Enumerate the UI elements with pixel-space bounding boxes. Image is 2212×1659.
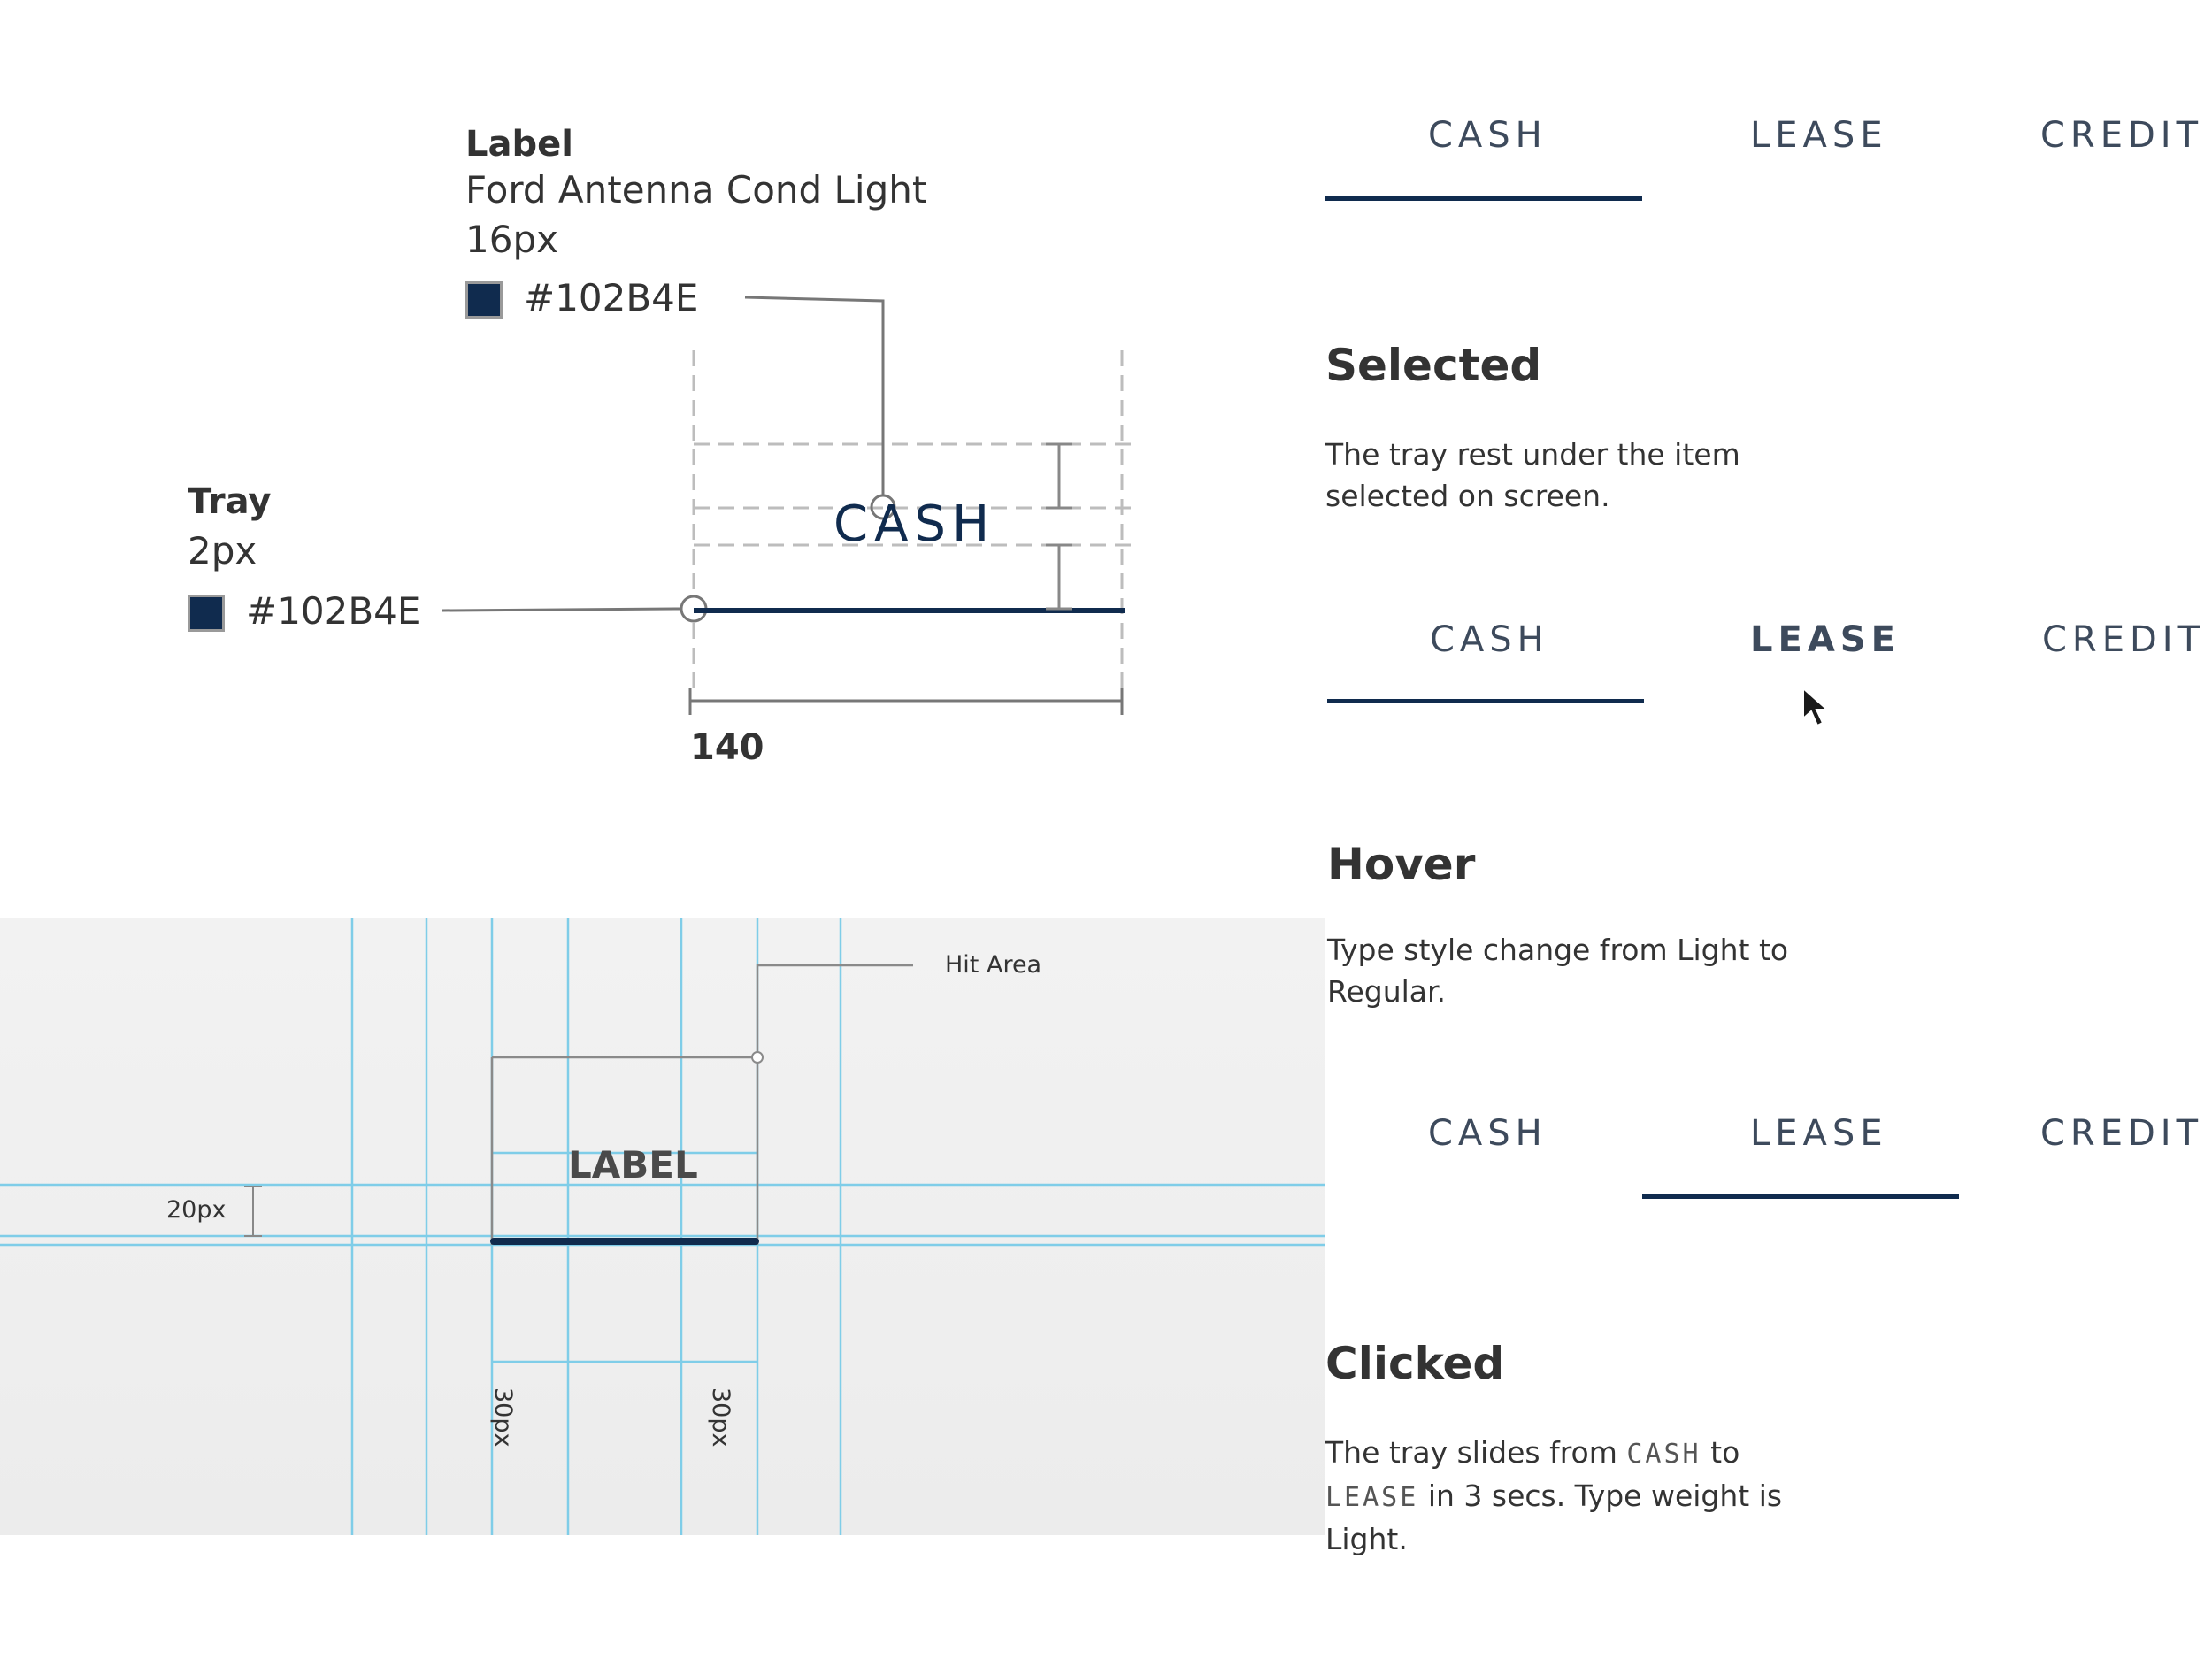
hover-state-title: Hover: [1327, 839, 1476, 890]
clicked-desc-part-1: The tray slides from: [1325, 1435, 1617, 1470]
tab-cash-clicked-example[interactable]: CASH: [1428, 1113, 1548, 1154]
tray-hover-example: [1327, 699, 1644, 703]
clicked-state-desc: The tray slides from CASH to LEASE in 3 …: [1325, 1432, 1821, 1560]
grid-label-text: LABEL: [568, 1143, 698, 1187]
mouse-cursor-icon: [1802, 687, 1830, 727]
tray-spec-title: Tray: [188, 481, 272, 522]
hit-area-box: [490, 964, 913, 1245]
tab-credit-clicked-example[interactable]: CREDIT: [2040, 1113, 2204, 1154]
clicked-state-title: Clicked: [1325, 1338, 1505, 1389]
height-dimension-label: 20px: [166, 1196, 227, 1224]
selected-state-title: Selected: [1325, 340, 1542, 391]
width-dimension-label: 140: [690, 727, 764, 768]
spec-diagram-lines: [442, 296, 1137, 715]
tray-selected-example: [1325, 196, 1642, 201]
hover-state-desc: Type style change from Light to Regular.: [1327, 933, 1789, 1009]
hit-area-anchor-icon: [751, 1051, 764, 1064]
hit-area-grid-panel: [0, 918, 1325, 1535]
spacing-markers: [1046, 442, 1072, 611]
clicked-desc-word-from: CASH: [1626, 1439, 1701, 1470]
dashed-guides: [692, 350, 1137, 690]
tab-cash-hover-example[interactable]: CASH: [1430, 619, 1549, 660]
tab-lease-hover-example[interactable]: LEASE: [1750, 619, 1901, 660]
grid-lines: [0, 918, 1325, 1535]
left-padding-label: 30px: [489, 1387, 517, 1448]
tab-cash-selected-example[interactable]: CASH: [1428, 115, 1548, 156]
selected-state-desc: The tray rest under the item selected on…: [1325, 437, 1740, 513]
tray-color-hex: #102B4E: [246, 589, 421, 633]
tray-size: 2px: [188, 529, 257, 572]
right-padding-label: 30px: [707, 1387, 734, 1448]
sample-label-cash: CASH: [833, 495, 996, 553]
clicked-desc-word-to: LEASE: [1325, 1482, 1419, 1513]
label-color-hex: #102B4E: [524, 276, 699, 319]
label-font-size: 16px: [465, 218, 558, 261]
tray-clicked-example: [1642, 1194, 1959, 1199]
width-dimension-line: [688, 688, 1124, 715]
height-dimension-marker: [244, 1186, 262, 1237]
hit-area-label: Hit Area: [945, 951, 1042, 979]
tab-credit-hover-example[interactable]: CREDIT: [2042, 619, 2206, 660]
tab-credit-selected-example[interactable]: CREDIT: [2040, 115, 2204, 156]
label-leader-line: [744, 296, 885, 495]
label-font-name: Ford Antenna Cond Light: [465, 168, 927, 211]
label-spec-title: Label: [465, 124, 573, 165]
label-color-swatch: [465, 281, 503, 319]
label-anchor-icon: [870, 494, 896, 520]
clicked-desc-part-3: in 3 secs. Type weight is Light.: [1325, 1479, 1783, 1556]
tab-lease-selected-example[interactable]: LEASE: [1750, 115, 1888, 156]
tab-lease-clicked-example[interactable]: LEASE: [1750, 1113, 1888, 1154]
clicked-desc-part-2: to: [1710, 1435, 1740, 1470]
tray-leader-line: [442, 607, 682, 612]
tray-color-swatch: [188, 595, 225, 632]
